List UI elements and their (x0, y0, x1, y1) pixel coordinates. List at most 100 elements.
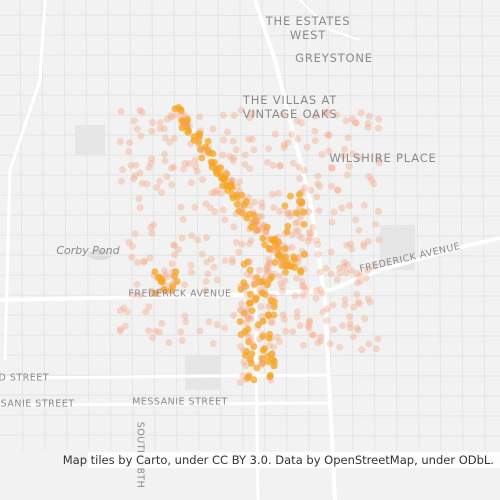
point (288, 231, 296, 239)
point (343, 171, 351, 179)
point (236, 318, 244, 325)
point (131, 230, 139, 238)
point (161, 150, 168, 158)
minor-street (0, 414, 500, 417)
point (306, 318, 313, 326)
point (142, 308, 150, 316)
point (264, 311, 272, 319)
point (137, 132, 145, 140)
point (282, 327, 290, 335)
point (117, 108, 125, 115)
point (292, 219, 299, 227)
point (300, 250, 308, 258)
point (293, 117, 301, 125)
point (268, 355, 276, 363)
point (366, 298, 374, 306)
place-label-line: Corby Pond (56, 244, 120, 257)
point (168, 181, 176, 189)
point (374, 335, 382, 343)
point (358, 346, 366, 354)
point (241, 328, 249, 335)
point (293, 209, 300, 217)
point (270, 270, 278, 278)
point (316, 286, 324, 294)
point (248, 350, 256, 358)
point (207, 158, 215, 166)
point (117, 325, 125, 333)
point (364, 123, 372, 131)
point (146, 254, 154, 262)
point (347, 240, 355, 248)
point (314, 250, 322, 258)
point (316, 268, 324, 276)
point (314, 241, 322, 248)
point (238, 206, 246, 214)
point (202, 278, 210, 286)
point (243, 214, 251, 222)
point (245, 135, 253, 143)
point (213, 187, 221, 194)
point (244, 374, 252, 382)
point (247, 315, 255, 323)
point (258, 203, 266, 211)
point (177, 203, 185, 211)
point (282, 260, 290, 268)
point (281, 202, 289, 210)
point (228, 258, 236, 266)
point (327, 270, 335, 278)
point (360, 201, 368, 209)
point (116, 327, 124, 335)
point (207, 255, 215, 263)
point (346, 324, 354, 332)
point (365, 340, 373, 348)
point (205, 318, 213, 326)
point (151, 268, 159, 276)
minor-street (371, 0, 376, 451)
point (230, 111, 238, 119)
point (202, 200, 210, 208)
point (252, 276, 260, 284)
point (241, 151, 249, 159)
point (147, 223, 155, 231)
point (145, 327, 153, 335)
point (241, 160, 249, 168)
point (293, 274, 300, 282)
minor-street (0, 174, 500, 177)
point (120, 304, 128, 312)
point (295, 191, 303, 198)
attribution: Map tiles by Carto, under CC BY 3.0. Dat… (63, 453, 494, 467)
point (211, 208, 219, 216)
point (248, 109, 256, 117)
point (192, 163, 200, 171)
point (256, 266, 263, 274)
point (298, 277, 306, 285)
point (240, 260, 248, 268)
point (172, 111, 180, 119)
point (218, 174, 226, 182)
point (246, 314, 254, 322)
point (265, 259, 273, 267)
point (370, 180, 378, 188)
point (294, 227, 302, 234)
point (299, 291, 307, 299)
point (125, 238, 133, 246)
point (224, 128, 231, 136)
incident-points (116, 104, 383, 386)
point (230, 311, 238, 319)
point (341, 301, 349, 309)
point (158, 189, 165, 196)
point (328, 182, 335, 190)
point (311, 112, 319, 120)
point (289, 328, 297, 336)
point (133, 125, 141, 133)
point (237, 342, 245, 350)
minor-street (437, 0, 442, 451)
point (233, 183, 241, 191)
point (375, 236, 383, 244)
point (252, 296, 260, 303)
point (270, 204, 278, 212)
point (344, 134, 352, 142)
point (148, 155, 156, 163)
point (298, 119, 305, 127)
point (348, 245, 356, 253)
